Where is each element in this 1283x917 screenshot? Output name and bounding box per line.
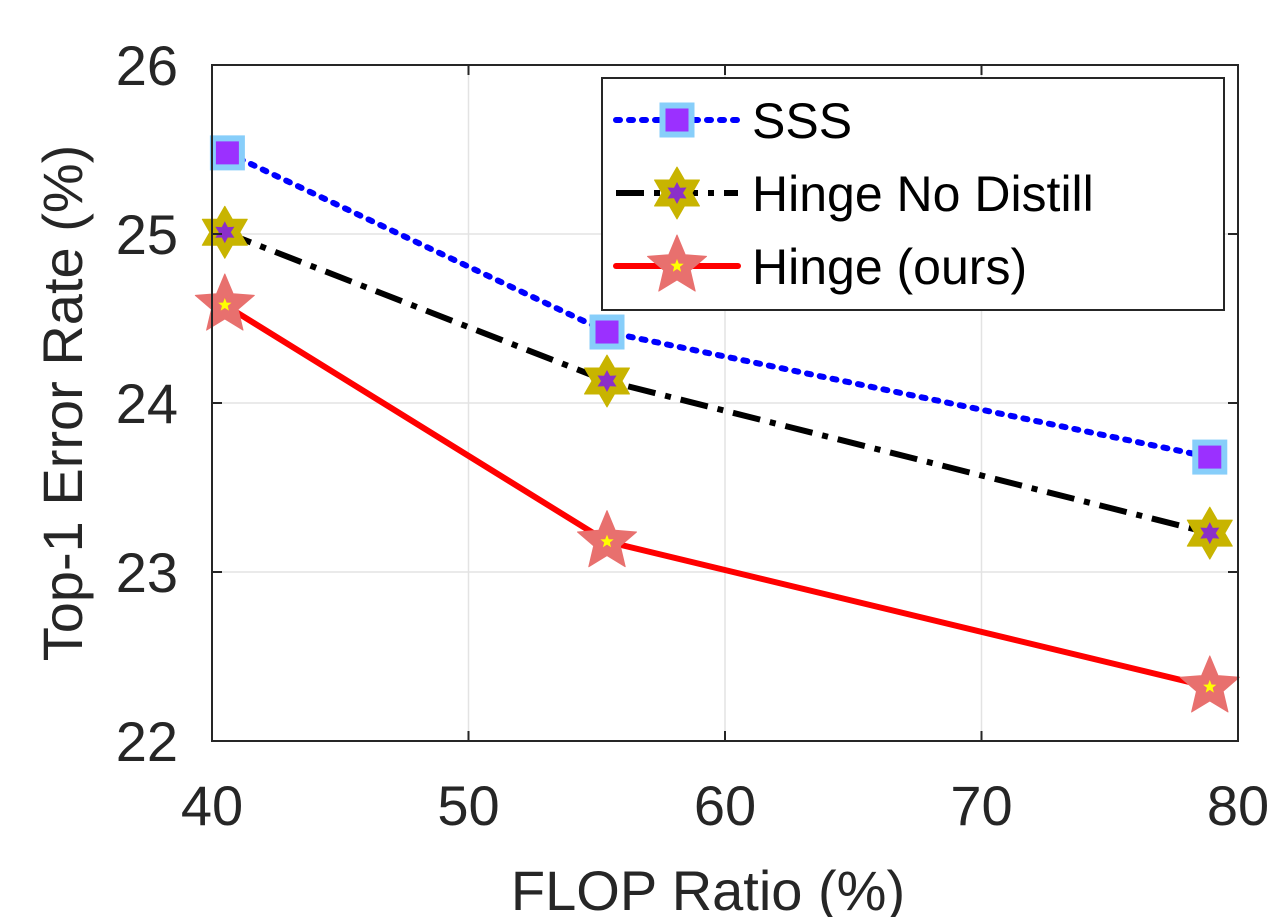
axis-tick-labels: 40 50 60 70 80 22 23 24 25 26: [116, 34, 1269, 837]
y-tick-label: 22: [116, 710, 178, 773]
data-point-sss: [1192, 439, 1228, 475]
legend-label-hinge-no-distill: Hinge No Distill: [752, 166, 1094, 222]
legend: SSS Hinge No Distill Hinge (ours): [601, 77, 1225, 311]
y-tick-label: 26: [116, 34, 178, 97]
series-sss: [209, 135, 1228, 475]
axis-ticks: [211, 64, 1239, 742]
legend-box: [601, 77, 1225, 311]
legend-label-hinge-ours: Hinge (ours): [752, 239, 1027, 295]
legend-item-hinge-ours: Hinge (ours): [613, 234, 1027, 295]
data-point-hinge-no-distill-center: [215, 221, 235, 244]
y-tick-label: 25: [116, 203, 178, 266]
data-point-sss: [589, 314, 625, 350]
legend-item-sss: SSS: [613, 93, 852, 149]
x-tick-label: 60: [694, 774, 756, 837]
legend-entries: SSS Hinge No Distill Hinge (ours): [613, 93, 1094, 295]
x-tick-label: 50: [437, 774, 499, 837]
x-tick-label: 80: [1207, 774, 1269, 837]
series-hinge-no-distill: [201, 205, 1233, 560]
data-point-hinge-ours-center: [1203, 679, 1217, 693]
x-tick-label: 70: [950, 774, 1012, 837]
legend-marker-hinge-ours-center: [670, 259, 684, 272]
data-point-hinge-ours-center: [600, 534, 614, 548]
x-axis-title: FLOP Ratio (%): [511, 859, 905, 917]
y-tick-label: 24: [116, 372, 178, 435]
legend-item-hinge-no-distill: Hinge No Distill: [616, 166, 1094, 222]
legend-marker-sss: [659, 102, 695, 138]
y-tick-label: 23: [116, 541, 178, 604]
series-hinge-ours: [194, 273, 1240, 713]
data-point-hinge-no-distill-center: [597, 370, 617, 392]
data-point-hinge-no-distill-center: [1200, 522, 1220, 545]
series-layer: [194, 135, 1240, 713]
legend-label-sss: SSS: [752, 93, 852, 149]
series-line-hinge-no-distill: [223, 229, 1211, 537]
legend-marker-hinge-no-distill-center: [667, 182, 687, 204]
data-point-hinge-ours-center: [218, 298, 232, 311]
x-tick-label: 40: [181, 774, 243, 837]
y-axis-title: Top-1 Error Rate (%): [31, 145, 94, 662]
data-point-sss: [209, 135, 245, 171]
